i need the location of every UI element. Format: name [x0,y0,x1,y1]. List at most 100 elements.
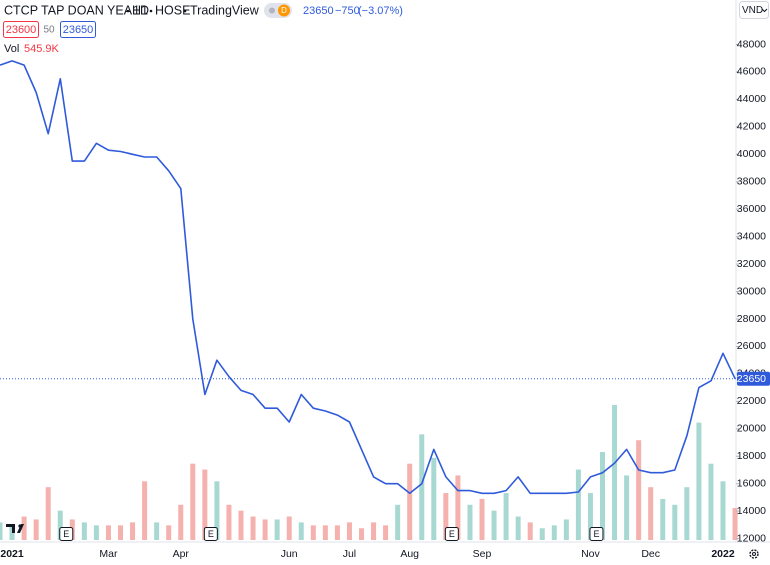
volume-bar [636,440,642,540]
volume-bar [214,481,220,540]
bid-box[interactable] [3,21,39,38]
volume-bar [274,519,280,540]
volume-name: Vol [4,43,19,55]
event-label: E [449,529,455,539]
volume-bar [684,487,690,540]
spread: 50 [43,25,55,36]
chevron [761,8,768,13]
volume-bar [624,475,630,540]
y-tick-label: 22000 [737,395,766,407]
y-tick-label: 12000 [737,532,766,544]
volume-bar [57,510,63,540]
x-tick-label: Aug [400,548,419,560]
ask-box[interactable] [60,21,96,38]
settings-icon[interactable] [749,549,759,559]
change: −750 [335,5,360,17]
price-line [0,60,736,495]
volume-bar [503,493,509,540]
separator [126,9,130,13]
volume-bar [479,498,485,540]
volume-bar [298,522,304,540]
event-marker [444,527,459,541]
volume-bar [431,457,437,540]
x-tick-label: 2022 [711,548,735,560]
volume-bar [154,522,160,540]
change-percent: (−3.07%) [358,5,403,17]
y-tick-label: 26000 [737,340,766,352]
separator [149,9,153,13]
y-tick-label: 28000 [737,313,766,325]
event-marker [203,527,218,541]
currency: VND [742,5,763,16]
event-label: E [63,529,69,539]
volume-bar [310,525,316,540]
volume-bar [371,522,377,540]
volume-bar [346,522,352,540]
volume-bar [491,510,497,540]
y-tick-label: 32000 [737,258,766,270]
x-tick-label: 2021 [0,548,24,560]
y-tick-label: 38000 [737,176,766,188]
volume-bar [250,516,256,540]
currency-select[interactable] [739,1,769,19]
volume-bar [467,504,473,540]
volume-bar [395,504,401,540]
volume-bar [81,522,87,540]
x-tick-label: Nov [581,548,600,560]
volume-bar [515,516,521,540]
volume-bar [322,525,328,540]
event-label: E [593,529,599,539]
volume-bar [334,525,340,540]
y-tick-label: 16000 [737,478,766,490]
y-tick-label: 48000 [737,38,766,50]
volume-bar [178,504,184,540]
volume-bar [202,469,208,540]
volume-bar [407,463,413,540]
volume-bar [575,469,581,540]
y-tick-label: 46000 [737,66,766,78]
bid: 23600 [6,24,37,36]
volume-bar [455,475,461,540]
x-tick-label: Sep [473,548,492,560]
volume-bar [238,510,244,540]
price-tag [737,371,770,386]
x-tick-label: Apr [173,548,190,560]
volume-bar [539,528,545,540]
logo [6,524,24,533]
event-marker [589,527,604,541]
volume-bar [226,504,232,540]
y-tick-label: 14000 [737,505,766,517]
price-tag-label: 23650 [737,373,766,385]
interval: 1D [133,3,149,17]
volume-bar [443,493,449,540]
volume-bar [648,487,654,540]
volume-bar [21,516,27,540]
x-tick-label: Jun [281,548,298,560]
source: TradingView [190,3,260,17]
volume-bar [130,522,136,540]
volume-bar [527,522,533,540]
volume-bar [383,525,389,540]
event-label: E [208,529,214,539]
volume-bar [672,504,678,540]
volume-bar [720,481,726,540]
symbol: CTCP TAP DOAN YEAH1 [4,3,148,17]
separator [183,9,187,13]
interval-badge: D [281,6,287,15]
volume-value: 545.9K [24,43,60,55]
volume-bar [708,463,714,540]
volume-bar [166,525,172,540]
volume-bar [563,519,569,540]
volume-bar [732,507,738,540]
event-marker [59,527,74,541]
volume-bar [600,451,605,540]
exchange: HOSE [155,3,190,17]
y-tick-label: 34000 [737,230,766,242]
volume-bar [551,525,557,540]
y-tick-label: 36000 [737,203,766,215]
volume-bar [142,481,148,540]
badge [278,4,290,17]
volume-bar [359,528,364,540]
volume-bar [587,493,593,540]
